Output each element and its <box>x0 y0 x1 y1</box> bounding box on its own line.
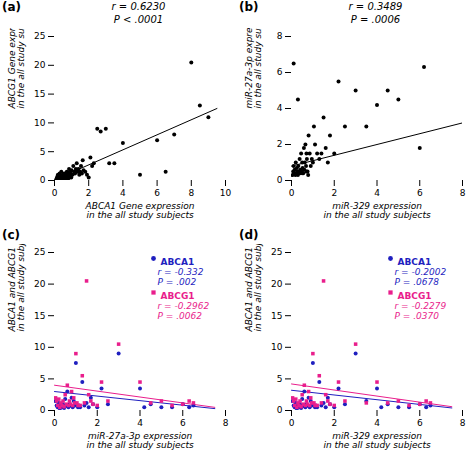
svg-text:2: 2 <box>94 418 100 428</box>
svg-text:r = -0.332: r = -0.332 <box>158 267 204 277</box>
svg-text:P = .0678: P = .0678 <box>395 277 440 287</box>
svg-text:r = -0.2002: r = -0.2002 <box>395 267 447 277</box>
svg-text:ABCA1 Gene expressionin the al: ABCA1 Gene expressionin the all study su… <box>85 201 195 220</box>
svg-text:5: 5 <box>277 374 283 384</box>
html-text:r = 0.3489 P = .0006: r = 0.3489 P = .0006 <box>348 1 403 25</box>
svg-text:ABCG1: ABCG1 <box>161 291 195 301</box>
svg-text:0: 0 <box>289 418 295 428</box>
svg-text:8: 8 <box>277 31 283 41</box>
svg-text:4: 4 <box>277 103 283 113</box>
svg-text:8: 8 <box>188 188 194 198</box>
svg-text:0: 0 <box>289 188 295 198</box>
svg-text:25: 25 <box>34 31 45 41</box>
svg-text:20: 20 <box>34 60 46 70</box>
svg-text:ABCA1: ABCA1 <box>161 257 195 267</box>
svg-text:10: 10 <box>220 188 232 198</box>
svg-text:20: 20 <box>271 279 283 289</box>
svg-text:4: 4 <box>374 418 380 428</box>
html-text:(d): (d) <box>239 228 259 242</box>
svg-text:miR-329 expressionin the all s: miR-329 expressionin the all study subje… <box>323 431 431 450</box>
svg-text:15: 15 <box>34 311 45 321</box>
svg-text:P = .0062: P = .0062 <box>158 311 203 321</box>
svg-text:5: 5 <box>40 147 46 157</box>
svg-text:6: 6 <box>180 418 186 428</box>
svg-text:25: 25 <box>34 247 45 257</box>
svg-text:10: 10 <box>34 118 46 128</box>
svg-text:ABCG1 Gene expressionin the al: ABCG1 Gene expressionin the all study su… <box>7 28 26 110</box>
svg-text:2: 2 <box>86 188 92 198</box>
svg-text:ABCA1: ABCA1 <box>398 257 432 267</box>
svg-text:15: 15 <box>271 311 282 321</box>
svg-text:P = .002: P = .002 <box>158 277 197 287</box>
svg-text:8: 8 <box>223 418 229 428</box>
svg-text:8: 8 <box>460 188 466 198</box>
svg-text:2: 2 <box>277 139 283 149</box>
svg-text:r = -0.2279: r = -0.2279 <box>395 301 447 311</box>
svg-text:15: 15 <box>34 89 45 99</box>
html-text:(b): (b) <box>239 0 259 14</box>
svg-text:r = -0.2962: r = -0.2962 <box>158 301 210 311</box>
svg-text:miR-329 expressionin the all s: miR-329 expressionin the all study subje… <box>323 201 431 220</box>
svg-text:10: 10 <box>34 342 46 352</box>
svg-text:4: 4 <box>120 188 126 198</box>
svg-text:P = .0370: P = .0370 <box>395 311 440 321</box>
svg-text:0: 0 <box>40 175 46 185</box>
html-text:r = 0.6230 P < .0001: r = 0.6230 P < .0001 <box>111 1 166 25</box>
svg-text:0: 0 <box>52 418 58 428</box>
svg-text:20: 20 <box>34 279 46 289</box>
svg-text:10: 10 <box>271 342 283 352</box>
svg-text:5: 5 <box>40 374 46 384</box>
svg-text:8: 8 <box>460 418 466 428</box>
svg-text:2: 2 <box>331 188 337 198</box>
svg-text:4: 4 <box>374 188 380 198</box>
svg-text:miR-27a-3p expressionin the al: miR-27a-3p expressionin the all study su… <box>244 28 263 109</box>
svg-text:ABCA1 and ABCG1 gene expressio: ABCA1 and ABCG1 gene expressionin the al… <box>7 244 26 333</box>
svg-text:ABCG1: ABCG1 <box>398 291 432 301</box>
svg-text:0: 0 <box>277 405 283 415</box>
svg-text:0: 0 <box>40 405 46 415</box>
svg-text:miR-27a-3p expressionin the al: miR-27a-3p expressionin the all study su… <box>86 431 194 450</box>
svg-text:25: 25 <box>271 247 282 257</box>
svg-text:4: 4 <box>137 418 143 428</box>
svg-text:ABCA1 and ABCG1 Gene expressio: ABCA1 and ABCG1 Gene expressionin the al… <box>244 244 263 333</box>
svg-text:0: 0 <box>277 175 283 185</box>
svg-text:0: 0 <box>52 188 58 198</box>
html-text:(a): (a) <box>2 0 22 14</box>
svg-text:2: 2 <box>331 418 337 428</box>
svg-text:6: 6 <box>417 418 423 428</box>
svg-text:6: 6 <box>154 188 160 198</box>
svg-text:6: 6 <box>417 188 423 198</box>
html-text:(c): (c) <box>2 228 21 242</box>
svg-text:6: 6 <box>277 67 283 77</box>
